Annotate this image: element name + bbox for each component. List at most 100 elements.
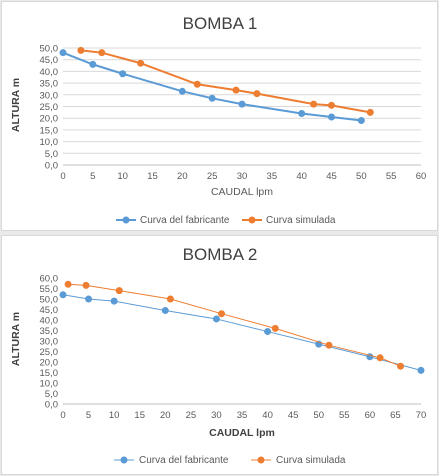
data-point-fabricante [59,49,67,57]
y-tick-label: 10,0 [40,379,59,390]
data-point-fabricante [238,100,246,108]
x-tick-label: 40 [296,171,307,182]
legend-label-simulada: Curva simulada [266,215,336,226]
x-tick-label: 20 [177,171,188,182]
x-tick-label: 30 [211,410,222,421]
x-tick-label: 60 [416,171,427,182]
y-tick-label: 60,0 [40,274,59,285]
data-point-simulada [271,324,279,332]
x-axis-title: CAUDAL lpm [211,186,273,198]
x-tick-label: 10 [109,410,120,421]
data-point-fabricante [298,110,306,118]
legend-label-fabricante: Curva del fabricante [140,215,230,226]
y-tick-label: 15,0 [40,125,59,136]
y-tick-label: 50,0 [40,44,59,55]
data-point-simulada [232,86,240,94]
legend-marker-simulada [257,456,265,464]
data-point-simulada [397,362,405,370]
data-point-simulada [166,295,174,303]
y-tick-label: 40,0 [40,67,59,78]
y-tick-label: 45,0 [40,55,59,66]
data-point-fabricante [110,297,118,305]
x-tick-label: 55 [339,410,350,421]
y-tick-label: 5,0 [45,149,58,160]
legend-marker-fabricante [120,456,128,464]
y-tick-label: 45,0 [40,305,59,316]
data-point-simulada [98,49,106,57]
data-point-fabricante [119,70,127,78]
y-tick-label: 15,0 [40,368,59,379]
y-tick-label: 0,0 [45,161,58,172]
data-point-fabricante [178,87,186,95]
y-tick-label: 40,0 [40,316,59,327]
data-point-simulada [328,101,335,109]
y-tick-label: 50,0 [40,295,59,306]
data-point-fabricante [357,117,365,125]
data-point-simulada [193,80,201,88]
data-point-fabricante [85,295,93,303]
data-point-fabricante [417,366,425,374]
x-tick-label: 5 [86,410,91,421]
x-tick-label: 55 [386,171,397,182]
legend-marker-simulada [248,216,256,224]
data-point-simulada [376,354,384,362]
x-tick-label: 0 [60,171,65,182]
data-point-simulada [325,341,333,349]
data-point-simulada [77,46,85,54]
x-tick-label: 35 [267,171,278,182]
chart-panel-bomba-1: BOMBA 1 0,0 5,0 10,0 15,0 20,0 25,0 30,0 35,0 40… [1,1,438,231]
legend: Curva del fabricante Curva simulada [114,455,346,466]
data-point-simulada [137,59,145,67]
x-tick-label: 45 [288,410,299,421]
y-tick-label: 55,0 [40,284,59,295]
y-tick-label: 5,0 [45,389,58,400]
x-tick-label: 5 [90,171,95,182]
x-tick-label: 20 [160,410,171,421]
x-tick-label: 50 [313,410,324,421]
y-tick-label: 25,0 [40,102,59,113]
series-line-simulada [68,283,401,367]
chart-title: BOMBA 1 [183,14,258,33]
x-tick-label: 10 [117,171,128,182]
x-tick-label: 70 [416,410,427,421]
chart-panel-bomba-2: BOMBA 2 0,0 5,0 10,0 15,0 20,0 25,0 30,0 35,0 40… [1,235,438,475]
x-tick-label: 0 [60,410,65,421]
y-tick-label: 30,0 [40,90,59,101]
data-point-simulada [366,108,374,116]
x-tick-label: 15 [134,410,145,421]
data-point-fabricante [212,315,220,323]
chart-title: BOMBA 2 [183,245,258,264]
y-tick-label: 35,0 [40,326,59,337]
x-tick-label: 50 [356,171,367,182]
y-axis-title: ALTURA m [10,312,22,366]
chart-bomba-1: BOMBA 1 0,05,010,015,020,025,030,035,040… [10,14,427,226]
data-point-simulada [115,287,123,295]
y-tick-label: 35,0 [40,79,59,90]
y-tick-label: 25,0 [40,347,59,358]
x-tick-label: 25 [186,410,197,421]
y-tick-label: 20,0 [40,114,59,125]
x-tick-label: 25 [207,171,218,182]
y-axis-title: ALTURA m [10,78,22,132]
x-tick-label: 45 [326,171,337,182]
x-tick-label: 65 [390,410,401,421]
x-tick-label: 40 [262,410,273,421]
data-point-simulada [218,310,226,318]
x-tick-label: 60 [365,410,376,421]
data-point-fabricante [161,307,169,315]
data-point-fabricante [89,60,97,68]
data-point-simulada [82,281,90,289]
x-tick-label: 15 [147,171,158,182]
data-point-fabricante [328,113,335,121]
chart-bomba-2: BOMBA 2 0,05,010,015,020,025,030,035,040… [10,245,427,466]
legend-label-simulada: Curva simulada [276,455,346,466]
data-point-simulada [253,90,261,98]
legend: Curva del fabricante Curva simulada [116,215,336,226]
x-tick-label: 35 [237,410,248,421]
data-point-simulada [310,100,318,108]
y-tick-label: 30,0 [40,337,59,348]
data-point-fabricante [208,94,216,102]
y-tick-label: 10,0 [40,137,59,148]
legend-marker-fabricante [122,216,130,224]
y-tick-label: 0,0 [45,400,58,411]
